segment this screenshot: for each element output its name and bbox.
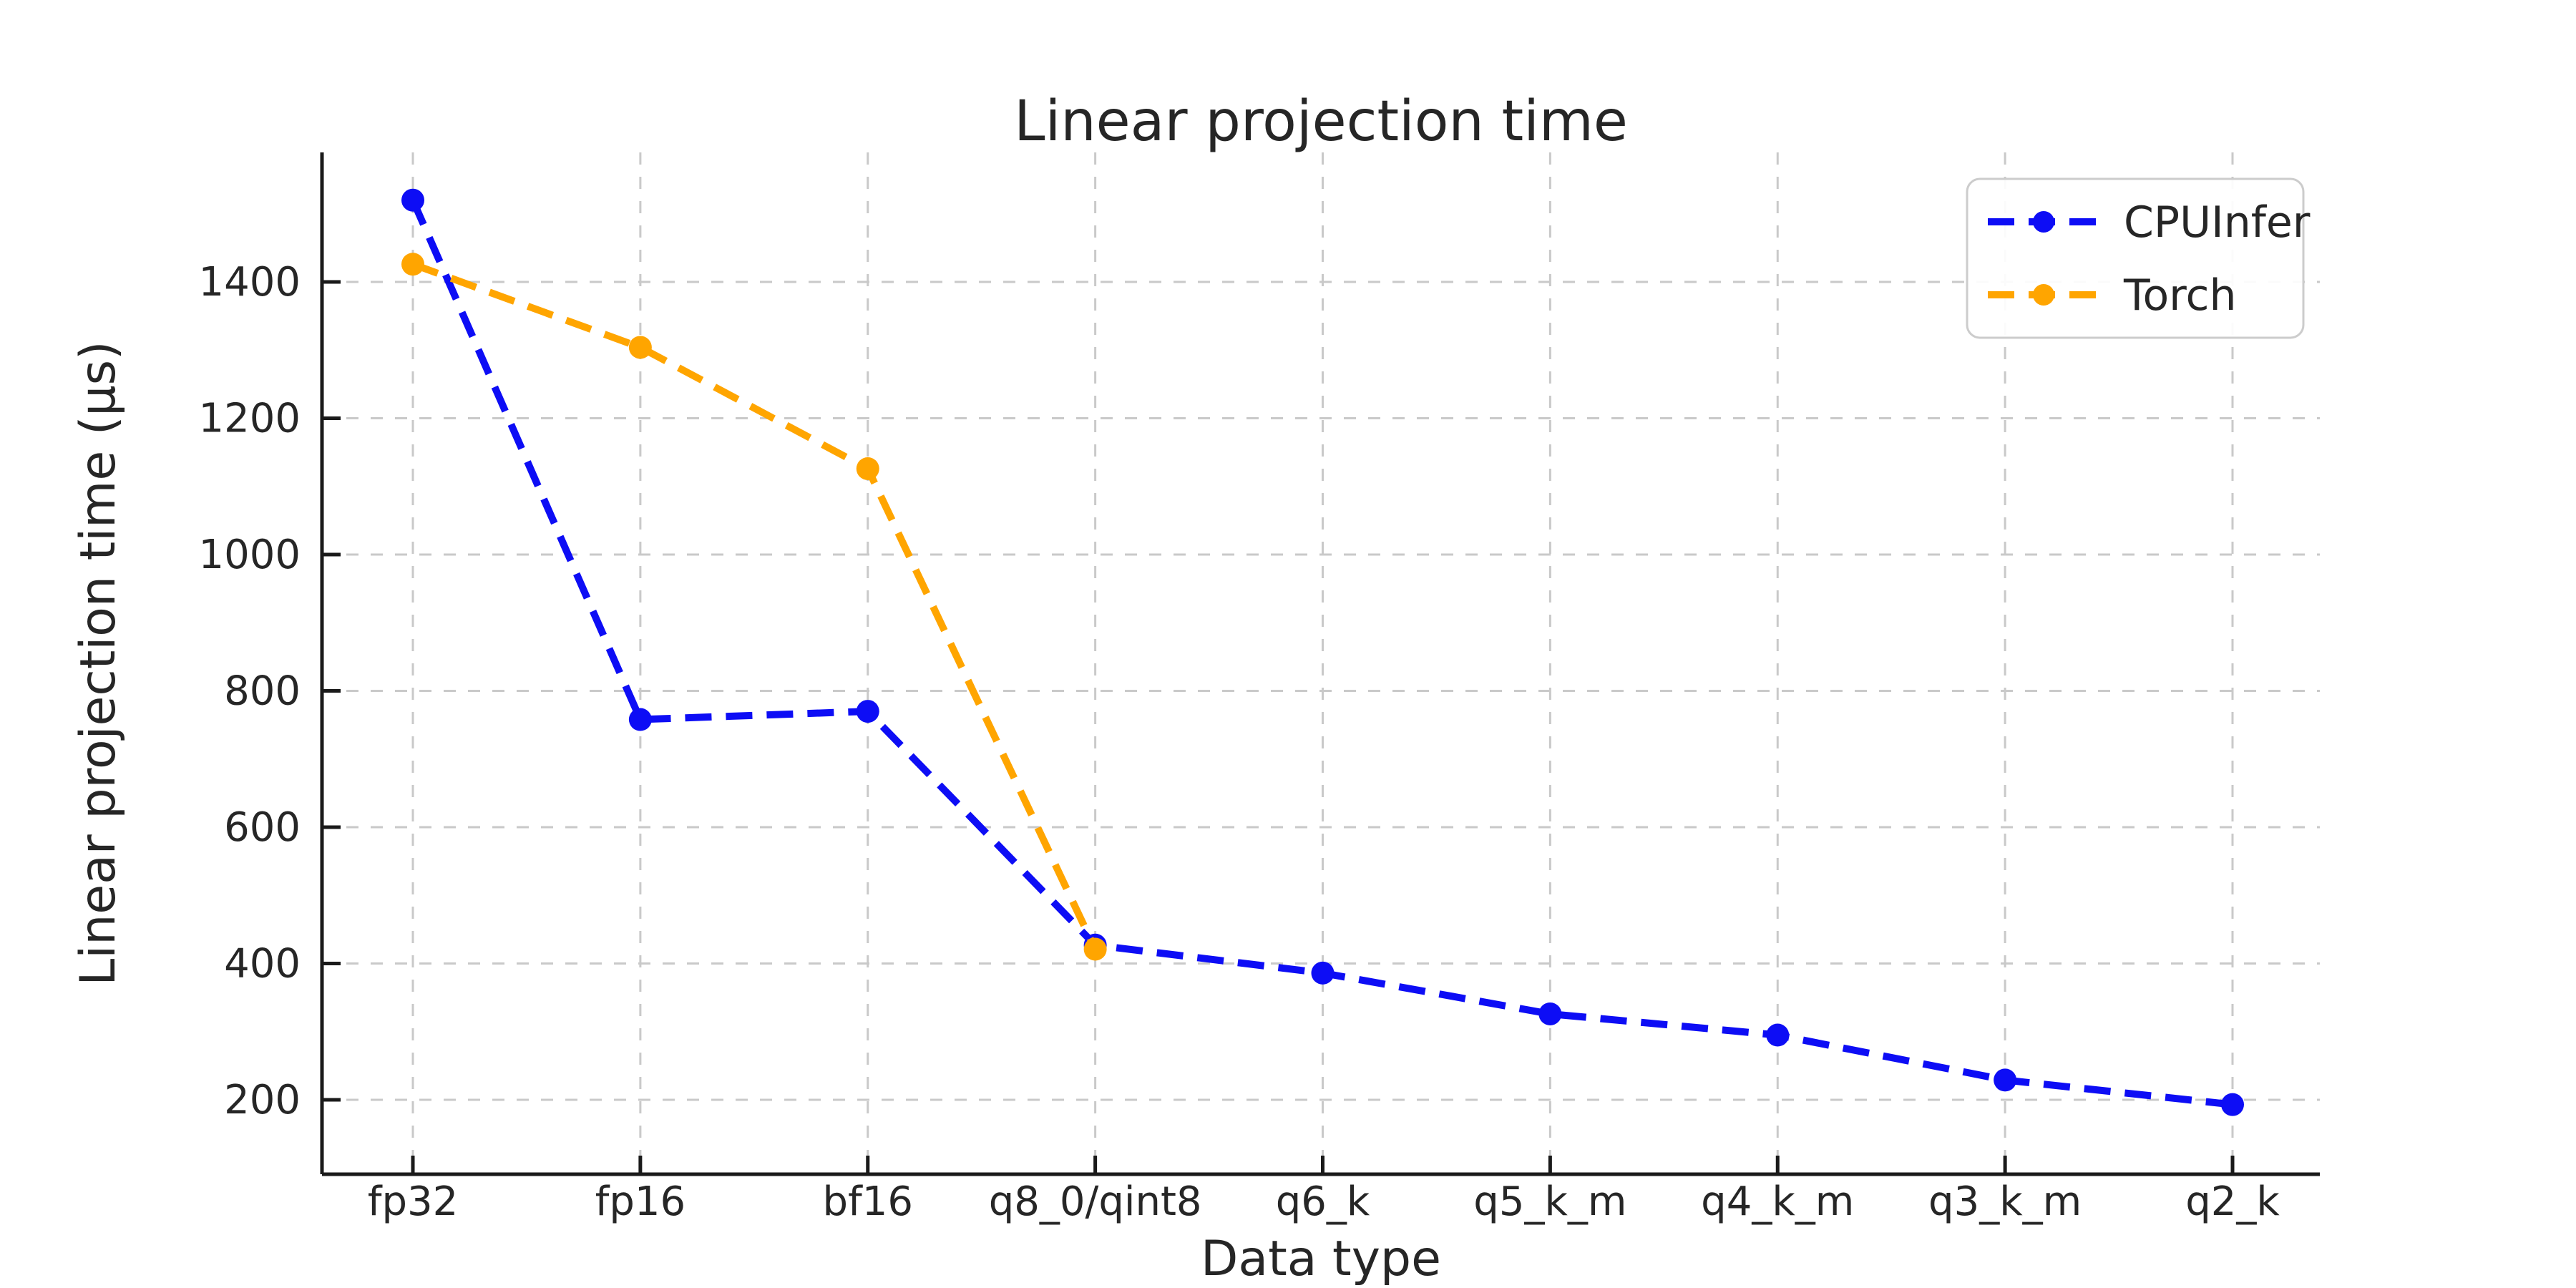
- y-tick-label: 1400: [198, 259, 301, 306]
- data-point-cpuinfer: [1538, 1002, 1562, 1025]
- data-point-cpuinfer: [1766, 1023, 1790, 1047]
- legend-label-cpuinfer: CPUInfer: [2124, 197, 2311, 248]
- x-tick-label: q2_k: [2185, 1179, 2280, 1225]
- y-axis-label: Linear projection time (μs): [70, 341, 127, 985]
- y-tick-label: 1200: [198, 396, 301, 442]
- x-tick-label: q3_k_m: [1928, 1179, 2082, 1225]
- x-tick-label: fp16: [595, 1179, 686, 1225]
- legend: CPUInfer Torch: [1966, 177, 2311, 339]
- x-tick-label: fp32: [368, 1179, 459, 1225]
- legend-item-torch: Torch: [1988, 270, 2237, 321]
- legend-marker-cpuinfer-icon: [2033, 211, 2054, 233]
- data-point-cpuinfer: [401, 188, 424, 212]
- legend-marker-torch-icon: [2033, 284, 2054, 306]
- data-point-torch: [628, 336, 652, 359]
- legend-item-cpuinfer: CPUInfer: [1988, 197, 2311, 248]
- chart-title: Linear projection time: [1014, 89, 1628, 154]
- data-point-cpuinfer: [628, 708, 652, 731]
- data-point-torch: [856, 457, 879, 480]
- y-tick-label: 1000: [198, 532, 301, 578]
- data-point-cpuinfer: [856, 700, 879, 723]
- x-axis-label: Data type: [1201, 1231, 1441, 1287]
- y-tick-label: 600: [224, 804, 301, 851]
- x-tick-label: q6_k: [1276, 1179, 1370, 1225]
- x-tick-label: bf16: [822, 1179, 913, 1225]
- y-tick-label: 800: [224, 668, 301, 715]
- data-point-torch: [401, 253, 424, 276]
- y-tick-label: 200: [224, 1077, 301, 1123]
- data-point-torch: [1083, 937, 1107, 961]
- series-line-torch: [411, 260, 1099, 951]
- legend-label-torch: Torch: [2123, 270, 2237, 321]
- data-point-cpuinfer: [2221, 1093, 2244, 1116]
- x-tick-label: q8_0/qint8: [989, 1179, 1202, 1225]
- x-tick-label: q5_k_m: [1473, 1179, 1626, 1225]
- data-point-cpuinfer: [1994, 1068, 2017, 1092]
- data-point-cpuinfer: [1311, 961, 1335, 985]
- y-tick-label: 400: [224, 941, 301, 987]
- x-tick-label: q4_k_m: [1701, 1179, 1854, 1225]
